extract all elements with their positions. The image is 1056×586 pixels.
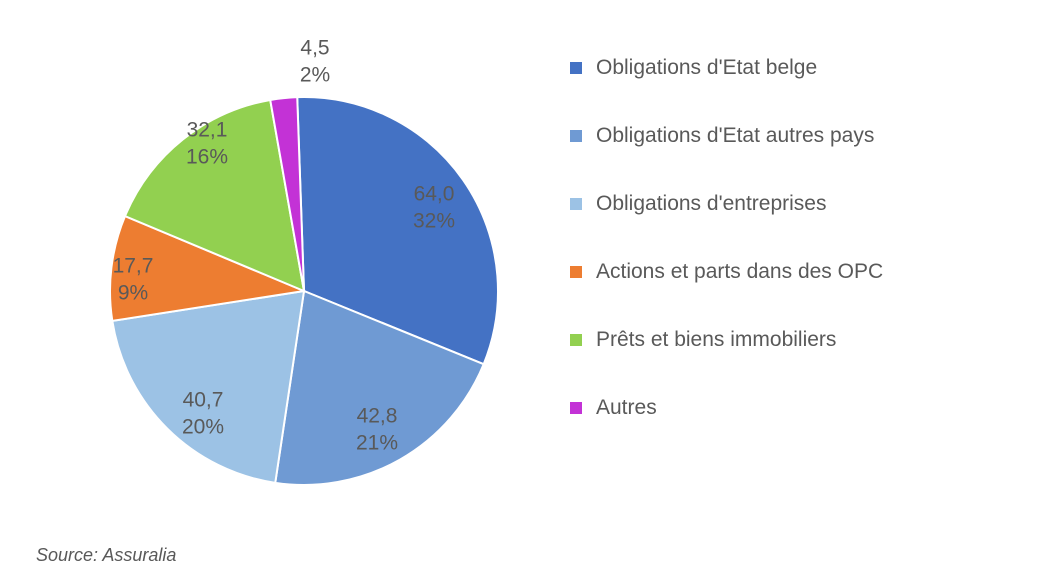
slice-label-obl_entreprises: 40,720% — [182, 387, 224, 442]
legend-item-obl_etat_autres: Obligations d'Etat autres pays — [570, 124, 1030, 148]
slice-label-prets_immo: 32,116% — [186, 117, 228, 172]
legend-item-obl_entreprises: Obligations d'entreprises — [570, 192, 1030, 216]
legend: Obligations d'Etat belge Obligations d'Et… — [570, 56, 1030, 464]
slice-percent-obl_entreprises: 20% — [182, 414, 224, 441]
slice-value-obl_etat_belge: 64,0 — [413, 181, 455, 208]
slice-value-obl_etat_autres: 42,8 — [356, 403, 398, 430]
legend-swatch-prets_immo — [570, 334, 582, 346]
slice-label-obl_etat_autres: 42,821% — [356, 403, 398, 458]
slice-percent-prets_immo: 16% — [186, 144, 228, 171]
slice-value-autres: 4,5 — [300, 35, 330, 62]
legend-label-actions_opc: Actions et parts dans des OPC — [596, 260, 883, 284]
legend-item-autres: Autres — [570, 396, 1030, 420]
slice-percent-obl_etat_autres: 21% — [356, 430, 398, 457]
legend-swatch-actions_opc — [570, 266, 582, 278]
pie-chart: 64,032% 42,821% 40,720% 17,79% 32,116% 4,52% — [60, 24, 540, 524]
slice-label-obl_etat_belge: 64,032% — [413, 181, 455, 236]
slice-label-actions_opc: 17,79% — [113, 253, 154, 308]
legend-swatch-obl_etat_belge — [570, 62, 582, 74]
source-prefix: Source: — [36, 545, 102, 565]
legend-label-obl_etat_autres: Obligations d'Etat autres pays — [596, 124, 874, 148]
legend-swatch-obl_etat_autres — [570, 130, 582, 142]
slice-percent-autres: 2% — [300, 62, 330, 89]
slice-value-prets_immo: 32,1 — [186, 117, 228, 144]
legend-label-autres: Autres — [596, 396, 657, 420]
slice-label-autres: 4,52% — [300, 35, 330, 90]
legend-swatch-autres — [570, 402, 582, 414]
source-credit: Source: Assuralia — [36, 545, 176, 566]
legend-swatch-obl_entreprises — [570, 198, 582, 210]
slice-value-actions_opc: 17,7 — [113, 253, 154, 280]
legend-item-actions_opc: Actions et parts dans des OPC — [570, 260, 1030, 284]
slice-percent-actions_opc: 9% — [113, 280, 154, 307]
chart-container: 64,032%42,821%40,720%17,79%32,116%4,52% … — [0, 0, 1056, 586]
legend-label-prets_immo: Prêts et biens immobiliers — [596, 328, 836, 352]
legend-label-obl_entreprises: Obligations d'entreprises — [596, 192, 826, 216]
slice-percent-obl_etat_belge: 32% — [413, 208, 455, 235]
slice-value-obl_entreprises: 40,7 — [182, 387, 224, 414]
source-name: Assuralia — [102, 545, 176, 565]
legend-item-prets_immo: Prêts et biens immobiliers — [570, 328, 1030, 352]
legend-item-obl_etat_belge: Obligations d'Etat belge — [570, 56, 1030, 80]
legend-label-obl_etat_belge: Obligations d'Etat belge — [596, 56, 817, 80]
